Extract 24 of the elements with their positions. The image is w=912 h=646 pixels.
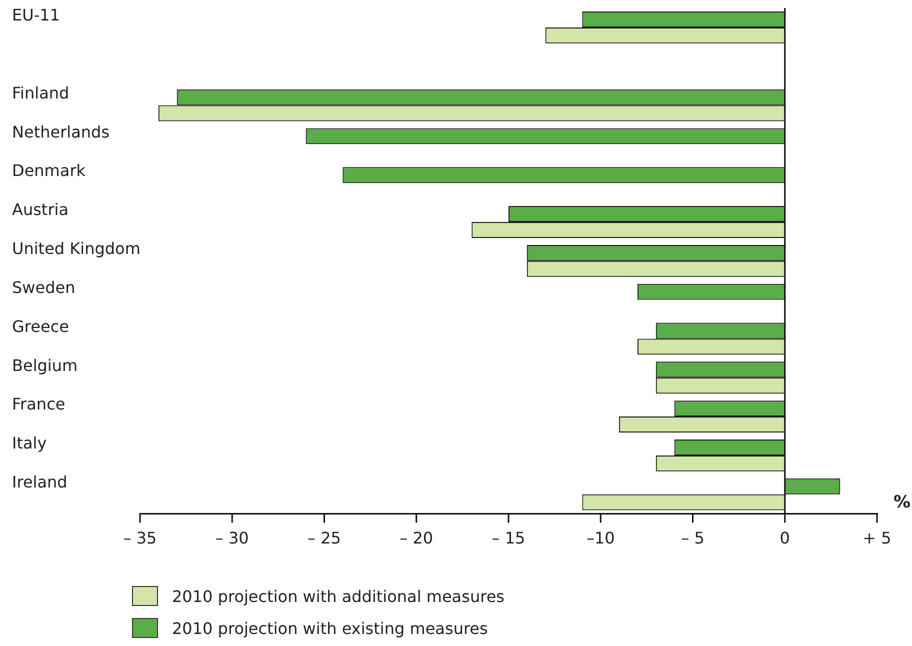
x-tick-label: – 15 [492, 528, 526, 548]
y-tick-label: Finland [12, 83, 70, 102]
y-tick-label: Greece [12, 316, 69, 336]
x-tick-label: – 25 [308, 528, 341, 548]
y-tick-label: Italy [12, 434, 47, 453]
y-tick-label: Austria [12, 200, 69, 220]
x-tick-label: – 5 [681, 528, 704, 548]
x-axis-title: % [893, 492, 911, 513]
x-tick-label: + 5 [862, 528, 892, 548]
y-tick-label: EU-11 [12, 6, 60, 25]
y-tick-label: Sweden [12, 278, 76, 297]
legend-label: 2010 projection with additional measures [172, 586, 504, 606]
y-tick-label: Netherlands [12, 122, 110, 142]
y-tick-label: France [12, 394, 66, 414]
y-tick-label: Ireland [12, 472, 68, 492]
y-tick-label: United Kingdom [12, 239, 140, 258]
x-tick-label: – 35 [123, 528, 157, 548]
y-tick-label: Belgium [12, 356, 78, 375]
y-tick-label: Denmark [12, 161, 86, 180]
x-tick-label: – 20 [400, 528, 434, 548]
x-tick-label: –10 [586, 528, 615, 548]
x-tick-label: – 30 [215, 528, 249, 548]
legend-label: 2010 projection with existing measures [172, 618, 488, 638]
x-tick-label: 0 [780, 528, 790, 548]
